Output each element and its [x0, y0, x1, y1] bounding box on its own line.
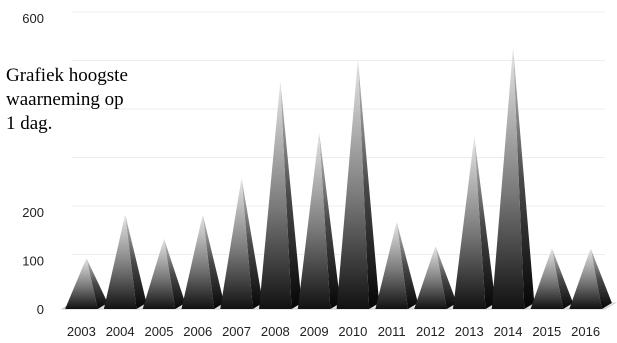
bar-pyramid-front — [414, 245, 447, 309]
bar-pyramid-front — [336, 59, 370, 309]
bar-pyramid-front — [452, 136, 486, 309]
bar-pyramid — [65, 258, 108, 309]
chart-title-line: 1 dag. — [6, 113, 52, 134]
bar-pyramid-front — [297, 131, 331, 309]
bar-pyramid — [375, 221, 418, 309]
bar-pyramid — [181, 214, 225, 309]
bar-pyramid-front — [530, 248, 564, 309]
bar-pyramid-side — [357, 59, 380, 309]
bar-pyramid-front — [181, 214, 215, 309]
bars — [65, 47, 612, 309]
y-tick-label: 200 — [22, 205, 44, 220]
bar-pyramid-side — [319, 131, 341, 309]
bar-pyramid-side — [396, 221, 418, 309]
bar-pyramid-front — [375, 221, 408, 309]
bar-pyramid-front — [220, 178, 253, 309]
bar-pyramid-side — [125, 214, 147, 309]
bar-pyramid-side — [513, 47, 535, 309]
y-axis-tick-labels: 0 100 200 600 — [22, 11, 44, 317]
chart-title-line: waarneming op — [6, 89, 124, 110]
bar-pyramid-side — [241, 178, 263, 309]
x-tick-label: 2010 — [338, 324, 367, 339]
x-tick-label: 2016 — [571, 324, 600, 339]
bar-pyramid-front — [103, 214, 137, 309]
bar-pyramid — [414, 245, 457, 309]
bar-pyramid-side — [202, 214, 225, 309]
x-tick-label: 2015 — [532, 324, 561, 339]
bar-pyramid-side — [590, 248, 612, 309]
y-tick-label: 100 — [22, 254, 44, 269]
x-tick-label: 2006 — [183, 324, 212, 339]
bar-pyramid — [259, 81, 302, 309]
chart-title-line: Grafiek hoogste — [6, 65, 128, 86]
bar-pyramid — [142, 238, 186, 309]
bar-pyramid-side — [280, 81, 302, 309]
bar-pyramid — [569, 248, 612, 309]
x-tick-label: 2012 — [416, 324, 445, 339]
x-axis-tick-labels: 2003 2004 2005 2006 2007 2008 2009 2010 2011 2012… — [67, 324, 600, 339]
bar-pyramid — [491, 47, 535, 309]
x-tick-label: 2007 — [222, 324, 251, 339]
y-tick-label: 0 — [37, 302, 44, 317]
bar-pyramid — [530, 248, 574, 309]
bar-pyramid-side — [86, 258, 108, 309]
bar-pyramid — [220, 178, 263, 309]
bar-pyramid-front — [65, 258, 98, 309]
x-tick-label: 2013 — [455, 324, 484, 339]
bar-pyramid — [452, 136, 496, 309]
bar-pyramid-side — [551, 248, 574, 309]
x-tick-label: 2011 — [378, 324, 406, 339]
bar-pyramid-side — [474, 136, 496, 309]
x-tick-label: 2008 — [261, 324, 290, 339]
chart-title: Grafiek hoogste waarneming op 1 dag. — [6, 65, 128, 134]
bar-pyramid-front — [491, 47, 525, 309]
bar-pyramid-side — [435, 245, 457, 309]
bar-pyramid — [336, 59, 380, 309]
bar-pyramid-side — [163, 238, 186, 309]
x-tick-label: 2003 — [67, 324, 96, 339]
bar-pyramid — [297, 131, 341, 309]
bar-pyramid-front — [569, 248, 602, 309]
x-tick-label: 2004 — [106, 324, 135, 339]
x-tick-label: 2005 — [145, 324, 174, 339]
x-tick-label: 2009 — [300, 324, 329, 339]
bar-pyramid-front — [142, 238, 176, 309]
x-tick-label: 2014 — [494, 324, 523, 339]
bar-pyramid — [103, 214, 147, 309]
y-tick-label: 600 — [22, 11, 44, 26]
bar-pyramid-front — [259, 81, 292, 309]
